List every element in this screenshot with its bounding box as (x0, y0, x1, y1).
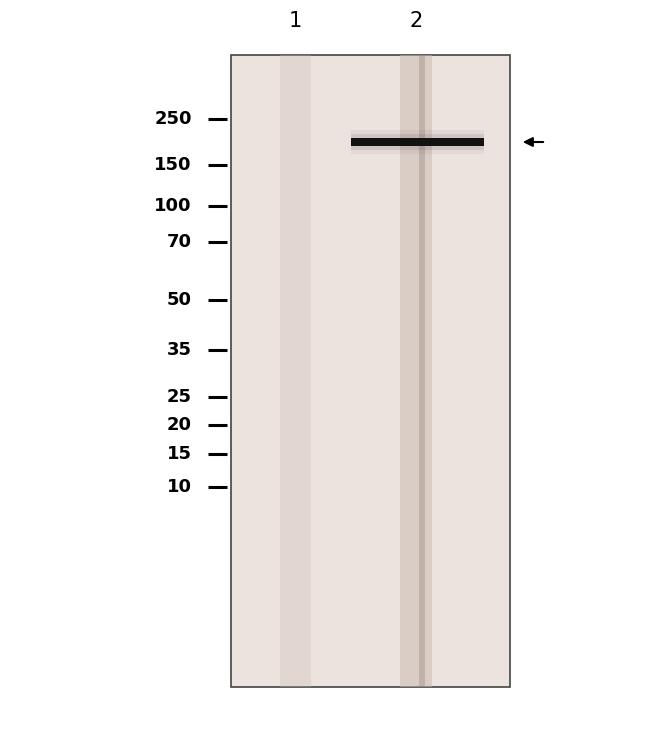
Text: 25: 25 (167, 388, 192, 406)
Text: 100: 100 (154, 198, 192, 215)
Bar (351, 134, 484, 150)
Text: 10: 10 (167, 478, 192, 496)
Text: 2: 2 (410, 11, 422, 31)
Text: 20: 20 (167, 416, 192, 433)
Text: 35: 35 (167, 341, 192, 359)
Bar (351, 130, 484, 154)
Text: 150: 150 (154, 156, 192, 173)
Bar (400, 55, 432, 687)
Bar (280, 55, 311, 687)
Bar (419, 55, 424, 687)
Bar (351, 138, 484, 146)
Bar (231, 55, 510, 687)
Text: 70: 70 (167, 233, 192, 250)
Text: 15: 15 (167, 445, 192, 463)
Text: 1: 1 (289, 11, 302, 31)
Text: 250: 250 (154, 110, 192, 127)
Text: 50: 50 (167, 291, 192, 309)
